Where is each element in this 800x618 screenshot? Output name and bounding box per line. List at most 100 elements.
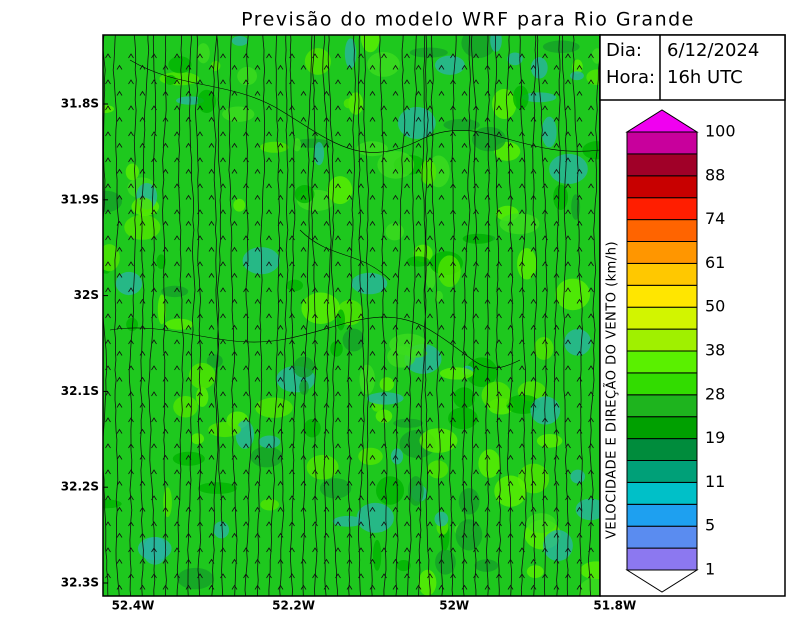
wind-speed-patch (125, 163, 139, 181)
wind-speed-patch (494, 475, 527, 507)
wind-speed-patch (448, 407, 478, 430)
wind-speed-patch (343, 98, 354, 109)
lat-label: 31.8S (61, 97, 99, 111)
wind-speed-patch (222, 106, 255, 122)
wind-speed-patch (342, 328, 365, 352)
wind-speed-patch (571, 194, 581, 220)
wind-speed-patch (206, 354, 223, 368)
lon-label: 52.4W (112, 599, 155, 613)
wind-speed-patch (156, 254, 166, 269)
wind-speed-patch (409, 47, 448, 58)
wind-speed-patch (530, 396, 561, 425)
wind-arrows (103, 35, 600, 596)
wind-speed-patch (434, 511, 449, 527)
wind-speed-patch (406, 256, 430, 267)
colorbar-box (626, 394, 698, 418)
wind-speed-patch (237, 66, 258, 86)
wind-speed-patch (242, 247, 280, 275)
wind-speed-patch (292, 138, 302, 152)
wind-speed-patch (385, 222, 404, 241)
colorbar-label: 100 (705, 122, 736, 141)
wind-speed-patch (490, 35, 502, 52)
wind-speed-patch (542, 40, 580, 54)
wind-speed-patch (210, 60, 221, 71)
wind-speed-patch (168, 56, 192, 74)
wind-speed-patch (103, 244, 120, 272)
wind-speed-patch (492, 88, 517, 119)
wind-speed-patch (313, 142, 325, 166)
wind-speed-patch (367, 51, 400, 77)
colorbar-label: 74 (705, 209, 725, 228)
colorbar-label: 61 (705, 253, 725, 272)
wind-speed-patch (260, 498, 280, 511)
wind-speed-patch (356, 502, 394, 533)
wind-speed-patch (377, 150, 415, 179)
wind-speed-patch (379, 377, 394, 392)
wind-speed-patch (530, 57, 548, 79)
colorbar-box (626, 131, 698, 155)
wind-speed-patch (591, 48, 600, 64)
wind-speed-patch (397, 107, 436, 139)
wind-speed-patch (163, 487, 172, 518)
wind-speed-patch (570, 71, 584, 81)
wind-speed-patch (439, 367, 474, 380)
lat-label: 32.2S (61, 480, 99, 494)
wind-speed-patch (507, 52, 523, 66)
wind-speed-patch (172, 451, 205, 466)
colorbar-box (626, 416, 698, 440)
colorbar-box (626, 328, 698, 352)
wind-speed-patch (188, 362, 216, 389)
colorbar-box (626, 460, 698, 483)
wind-speed-patch (286, 279, 304, 292)
colorbar-box (626, 153, 698, 177)
lon-label: 52W (439, 599, 469, 613)
wind-speed-patch (536, 433, 563, 448)
colorbar-under (625, 569, 699, 593)
title: Previsão do modelo WRF para Rio Grande (241, 9, 695, 31)
wind-speed-patch (541, 116, 557, 148)
wind-speed-patch (578, 578, 600, 596)
lat-label: 32.3S (61, 576, 99, 590)
wind-speed-patch (197, 482, 237, 494)
wind-speed-patch (304, 48, 332, 75)
wind-speed-patch (427, 460, 449, 479)
colorbar-box (626, 197, 698, 221)
lat-label: 31.9S (61, 192, 99, 206)
wind-speed-patch (396, 559, 411, 572)
wind-speed-patch (164, 75, 177, 86)
lat-label: 32.1S (61, 384, 99, 398)
wind-speed-patch (332, 515, 363, 527)
wind-speed-patch (191, 433, 205, 445)
wind-speed-patch (142, 536, 168, 565)
wind-speed-patch (233, 198, 246, 212)
wind-speed-patch (293, 356, 315, 378)
colorbar-title: VELOCIDADE E DIREÇÃO DO VENTO (km/h) (604, 241, 620, 539)
wind-speed-patch (434, 290, 443, 302)
wind-speed-patch (376, 476, 405, 505)
wind-speed-patch (360, 35, 380, 53)
wind-speed-patch (132, 197, 153, 213)
colorbar-label: 50 (705, 297, 725, 316)
wind-speed-patch (481, 381, 512, 410)
wind-speed-patch (549, 153, 588, 185)
wind-speed-patch (213, 521, 230, 539)
wind-speed-patch (356, 141, 388, 157)
wind-speed-patch (526, 513, 556, 534)
colorbar-label: 28 (705, 384, 725, 403)
wind-speed-patch (418, 569, 437, 596)
hour-label: Hora: (606, 67, 655, 88)
wind-speed-patch (372, 539, 382, 571)
wind-speed-patch (258, 435, 281, 449)
wind-speed-patch (330, 340, 343, 357)
wind-speed-patch (393, 418, 424, 428)
wind-speed-patch (582, 141, 600, 160)
wind-speed-patch (437, 255, 461, 288)
colorbar-box (626, 262, 698, 286)
lat-label: 32S (74, 288, 99, 302)
lon-label: 52.2W (272, 599, 315, 613)
colorbar-box (626, 350, 698, 374)
wind-speed-patch (344, 38, 357, 69)
wind-speed-patch (580, 561, 600, 580)
colorbar-label: 1 (705, 560, 715, 579)
